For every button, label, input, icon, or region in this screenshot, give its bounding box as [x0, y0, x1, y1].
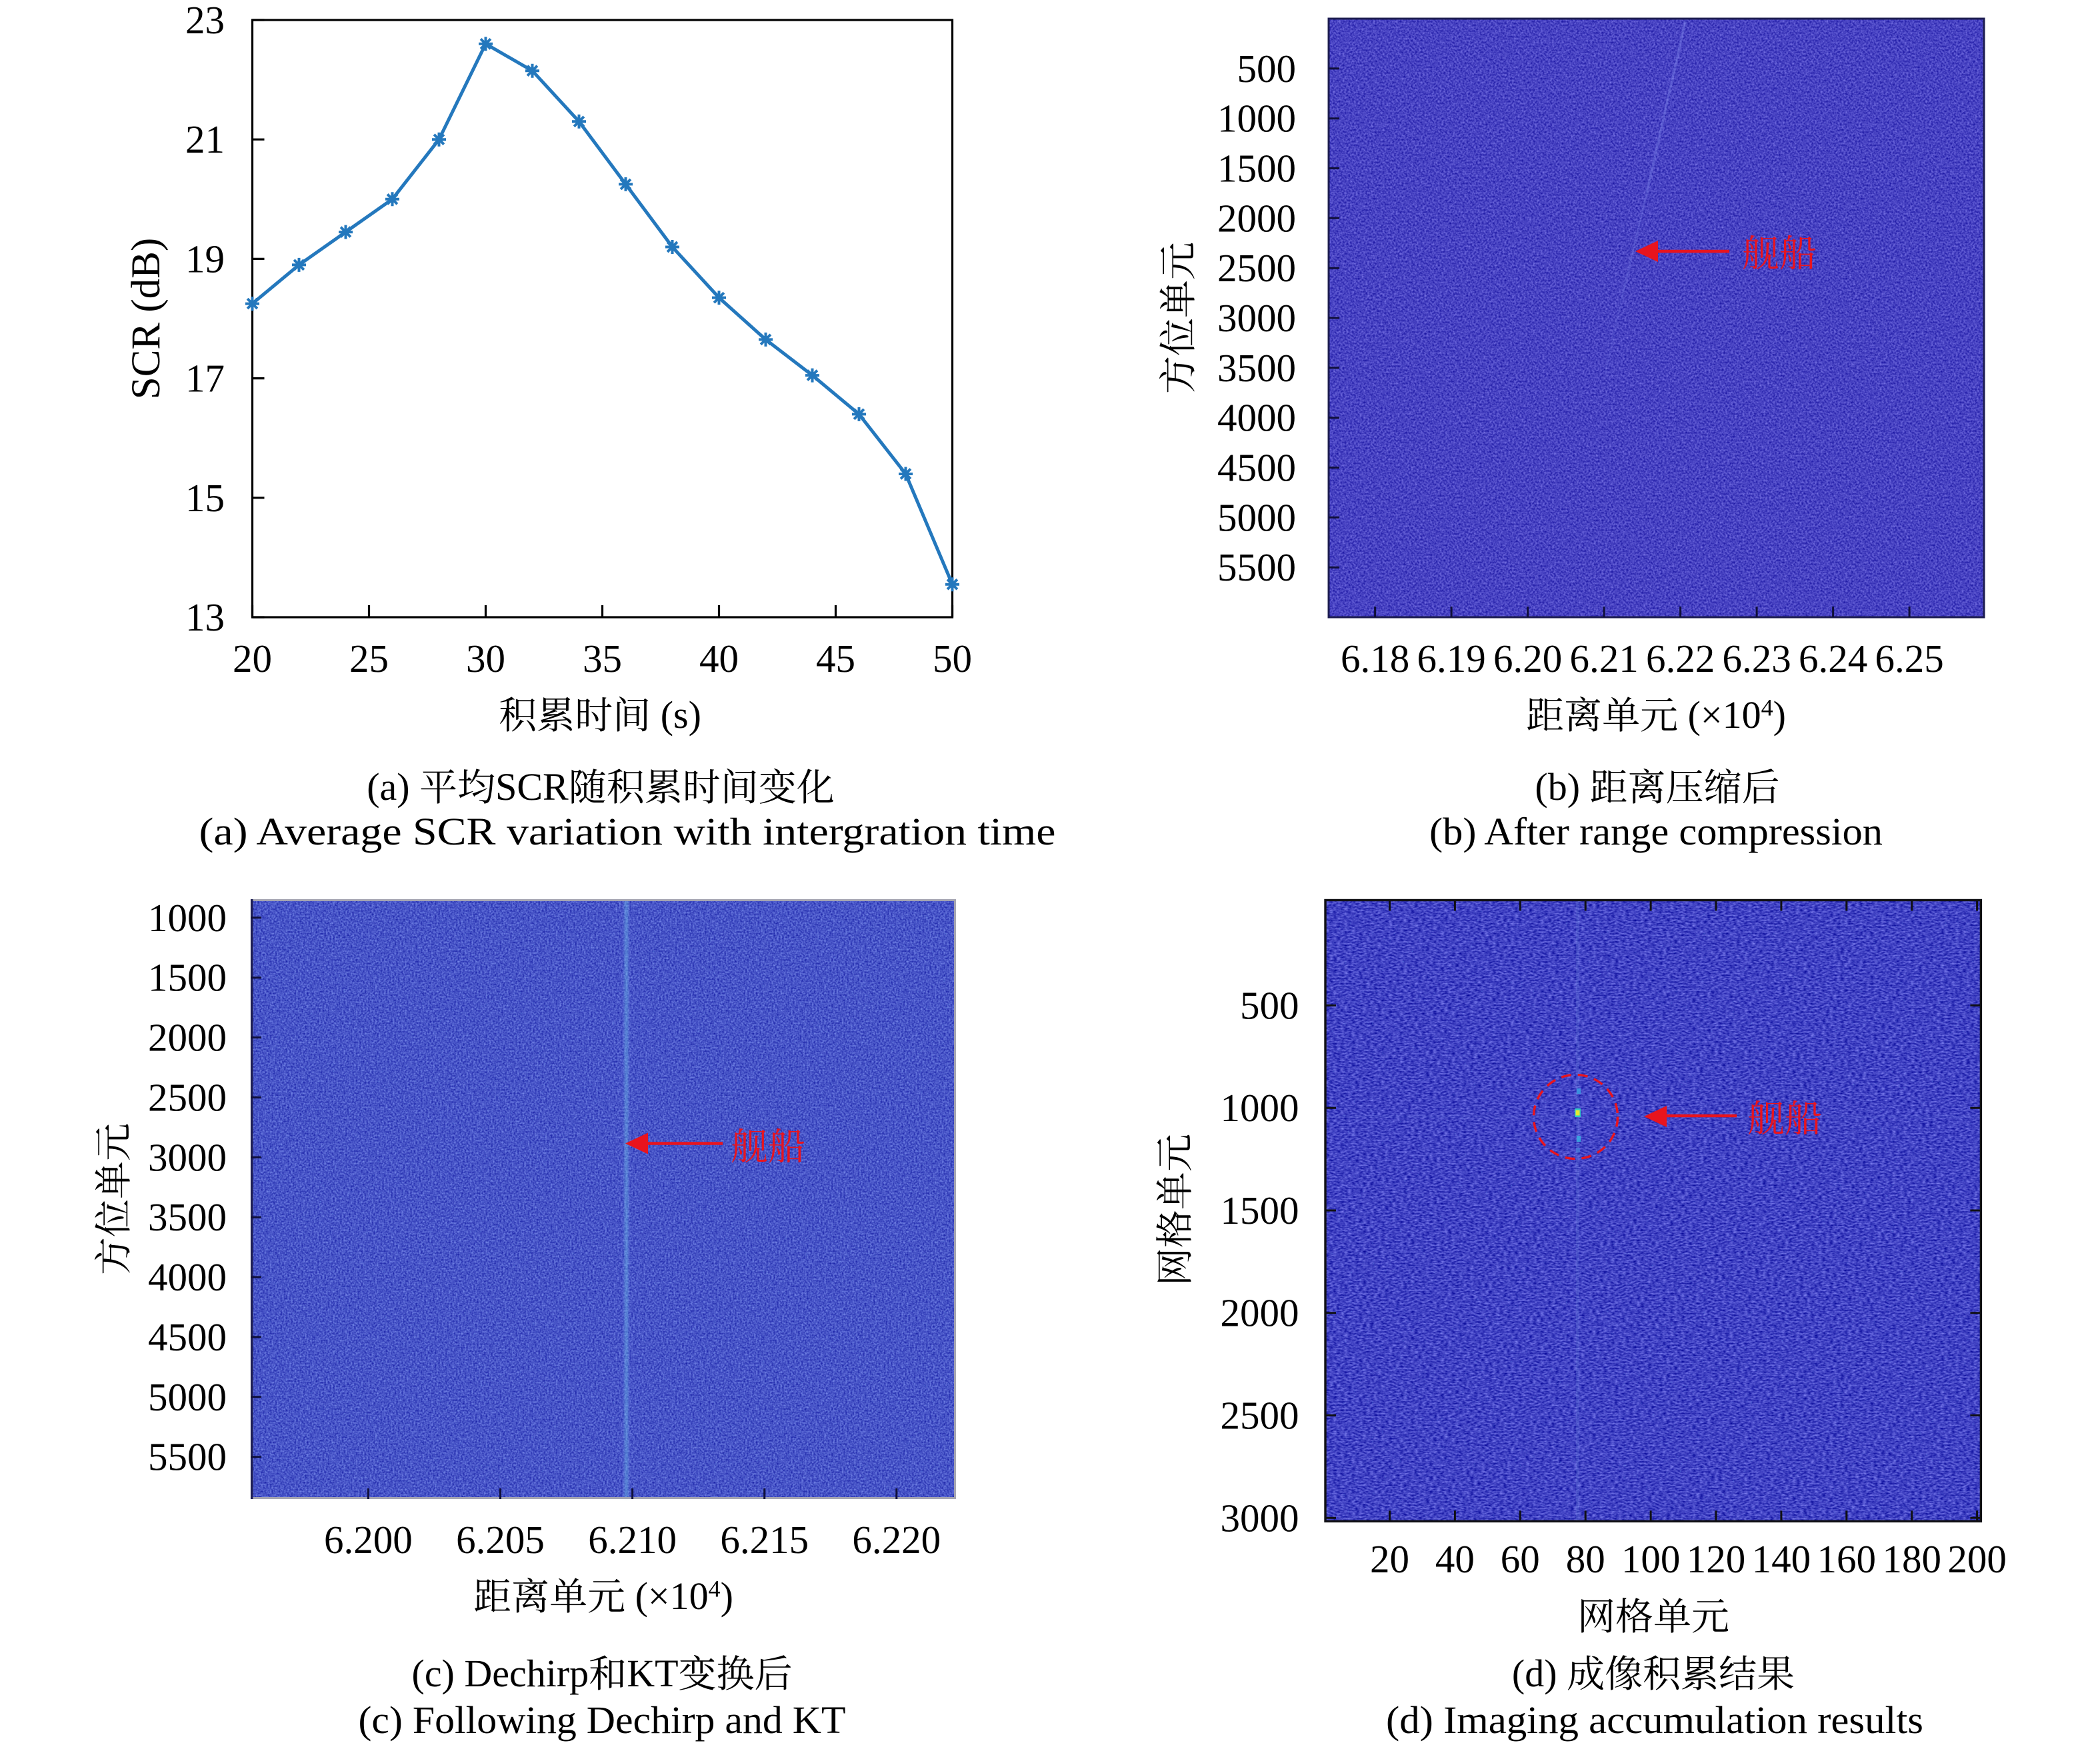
- svg-text:2500: 2500: [1221, 1394, 1299, 1438]
- svg-text:6.21: 6.21: [1569, 637, 1638, 681]
- svg-text:6.205: 6.205: [456, 1518, 545, 1562]
- svg-text:2500: 2500: [1217, 246, 1296, 290]
- svg-text:20: 20: [233, 637, 272, 681]
- svg-text:3000: 3000: [148, 1135, 227, 1179]
- svg-text:(c) Following Dechirp and KT: (c) Following Dechirp and KT: [359, 1698, 846, 1742]
- svg-text:100: 100: [1621, 1537, 1681, 1581]
- svg-text:21: 21: [185, 117, 225, 161]
- svg-text:40: 40: [1435, 1537, 1475, 1581]
- svg-text:1500: 1500: [148, 956, 227, 1000]
- svg-text:80: 80: [1566, 1537, 1605, 1581]
- svg-text:2500: 2500: [148, 1075, 227, 1119]
- svg-text:140: 140: [1752, 1537, 1811, 1581]
- svg-text:25: 25: [349, 637, 389, 681]
- svg-text:6.24: 6.24: [1799, 637, 1867, 681]
- svg-text:500: 500: [1237, 47, 1297, 91]
- svg-text:(a): (a): [367, 765, 419, 809]
- svg-text:5500: 5500: [1217, 545, 1296, 589]
- svg-text:200: 200: [1947, 1537, 2007, 1581]
- svg-text:4500: 4500: [1217, 446, 1296, 490]
- svg-text:6.22: 6.22: [1646, 637, 1715, 681]
- svg-text:2000: 2000: [1217, 196, 1296, 240]
- svg-text:): ): [1773, 693, 1786, 737]
- svg-text:1000: 1000: [148, 896, 227, 940]
- svg-text:(b) After range compression: (b) After range compression: [1429, 810, 1883, 853]
- svg-text:1000: 1000: [1217, 97, 1296, 141]
- svg-text:13: 13: [185, 595, 225, 639]
- svg-text:4000: 4000: [148, 1255, 227, 1299]
- svg-text:6.200: 6.200: [324, 1518, 413, 1562]
- svg-text:15: 15: [185, 476, 225, 520]
- svg-text:(a) Average SCR variation with: (a) Average SCR variation with intergrat…: [199, 810, 1056, 853]
- svg-text:): ): [721, 1574, 733, 1618]
- svg-text:2000: 2000: [148, 1016, 227, 1060]
- svg-text:6.20: 6.20: [1493, 637, 1562, 681]
- svg-text:SCR (dB): SCR (dB): [124, 238, 169, 399]
- svg-text:KT: KT: [627, 1652, 678, 1695]
- svg-text:6.25: 6.25: [1875, 637, 1943, 681]
- svg-text:5000: 5000: [148, 1375, 227, 1419]
- svg-text:45: 45: [816, 637, 855, 681]
- svg-text:50: 50: [933, 637, 972, 681]
- svg-text:1500: 1500: [1221, 1188, 1299, 1232]
- svg-text:3000: 3000: [1221, 1496, 1299, 1540]
- svg-text:4500: 4500: [148, 1315, 227, 1359]
- svg-text:6.215: 6.215: [720, 1518, 809, 1562]
- svg-text:(×10: (×10: [625, 1574, 709, 1618]
- svg-text:(×10: (×10: [1678, 693, 1761, 737]
- svg-text:20: 20: [1370, 1537, 1409, 1581]
- svg-text:23: 23: [185, 0, 225, 42]
- svg-text:30: 30: [466, 637, 505, 681]
- svg-text:5500: 5500: [148, 1435, 227, 1479]
- svg-text:120: 120: [1687, 1537, 1746, 1581]
- svg-text:4: 4: [709, 1575, 721, 1602]
- svg-text:1500: 1500: [1217, 147, 1296, 191]
- svg-text:6.220: 6.220: [852, 1518, 941, 1562]
- svg-text:(d) Imaging accumulation resul: (d) Imaging accumulation results: [1386, 1698, 1923, 1742]
- svg-text:180: 180: [1882, 1537, 1941, 1581]
- svg-text:35: 35: [583, 637, 622, 681]
- svg-text:6.19: 6.19: [1417, 637, 1485, 681]
- svg-text:19: 19: [185, 237, 225, 281]
- svg-text:160: 160: [1817, 1537, 1877, 1581]
- svg-text:2000: 2000: [1221, 1291, 1299, 1335]
- svg-text:(b): (b): [1535, 765, 1589, 809]
- svg-text:6.210: 6.210: [588, 1518, 677, 1562]
- svg-text:500: 500: [1240, 983, 1299, 1027]
- svg-text:3000: 3000: [1217, 296, 1296, 340]
- svg-text:17: 17: [185, 357, 225, 401]
- svg-text:6.18: 6.18: [1341, 637, 1409, 681]
- svg-text:3500: 3500: [1217, 346, 1296, 390]
- svg-text:(s): (s): [651, 693, 701, 737]
- svg-text:(c) Dechirp: (c) Dechirp: [412, 1652, 589, 1695]
- svg-text:3500: 3500: [148, 1195, 227, 1239]
- svg-text:6.23: 6.23: [1722, 637, 1791, 681]
- svg-text:1000: 1000: [1221, 1086, 1299, 1130]
- svg-text:5000: 5000: [1217, 495, 1296, 539]
- svg-text:SCR: SCR: [495, 765, 569, 809]
- svg-text:4: 4: [1761, 694, 1773, 721]
- svg-text:60: 60: [1501, 1537, 1540, 1581]
- svg-text:(d): (d): [1512, 1652, 1567, 1695]
- svg-text:40: 40: [699, 637, 739, 681]
- svg-text:4000: 4000: [1217, 396, 1296, 440]
